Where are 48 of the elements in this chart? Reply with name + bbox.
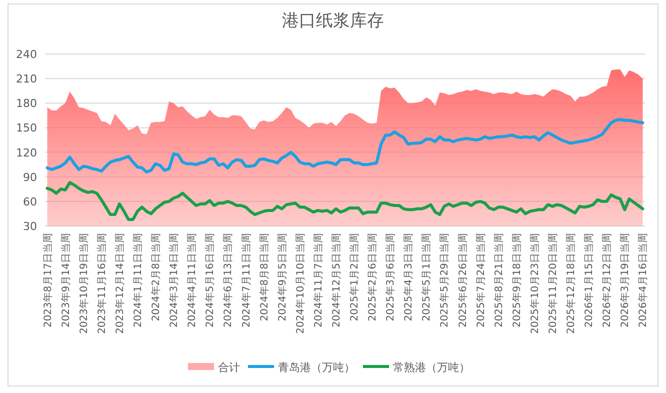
x-tick-label: 2025年5月29日当周: [438, 233, 451, 328]
x-tick-label: 2025年11月20日当周: [547, 233, 560, 334]
x-tick-label: 2025年4月3日当周: [402, 233, 415, 322]
y-tick-label: 180: [16, 97, 37, 110]
y-tick-label: 240: [16, 48, 37, 61]
legend-label: 常熟港（万吨）: [393, 361, 470, 374]
x-tick-label: 2024年2月8日当周: [150, 233, 162, 322]
x-tick-label: 2024年1月11日当周: [132, 233, 144, 328]
y-tick-label: 210: [16, 72, 37, 86]
y-tick-label: 90: [23, 170, 37, 184]
x-tick-label: 2024年12月5日当周: [330, 233, 342, 328]
x-tick-label: 2024年8月8日当周: [258, 233, 270, 322]
x-tick-label: 2024年10月10日当周: [294, 233, 306, 334]
chart-title: 港口纸浆库存: [282, 11, 384, 31]
line-series: [46, 118, 644, 174]
x-tick-label: 2023年8月17日当周: [42, 233, 54, 328]
legend-label: 青岛港（万吨）: [278, 361, 355, 374]
x-tick-label: 2024年5月16日当周: [204, 233, 216, 328]
y-tick-label: 60: [23, 195, 37, 208]
x-tick-label: 2024年9月5日当周: [276, 233, 288, 322]
x-tick-label: 2025年10月23日当周: [528, 233, 541, 334]
x-tick-label: 2025年5月1日当周: [420, 233, 433, 322]
x-tick-label: 2023年10月19日当周: [78, 233, 90, 334]
x-tick-label: 2023年9月14日当周: [60, 233, 72, 328]
x-tick-label: 2025年9月18日当周: [510, 233, 523, 328]
x-tick-label: 2024年4月11日当周: [186, 233, 198, 328]
y-tick-label: 150: [16, 122, 37, 135]
x-tick-label: 2025年8月21日当周: [492, 233, 505, 328]
y-tick-label: 30: [23, 220, 37, 233]
x-tick-label: 2026年4月16日当周: [637, 233, 650, 328]
x-tick-label: 2024年7月11日当周: [240, 233, 252, 328]
x-tick-label: 2024年3月14日当周: [168, 233, 180, 328]
x-tick-label: 2023年11月16日当周: [96, 233, 108, 334]
x-tick-label: 2023年12月14日当周: [114, 233, 126, 334]
x-tick-label: 2026年2月12日当周: [601, 233, 614, 328]
x-tick-label: 2025年2月6日当周: [366, 233, 379, 322]
y-tick-label: 120: [16, 146, 37, 160]
x-tick-label: 2025年6月26日当周: [456, 233, 469, 328]
legend-label: 合计: [218, 361, 240, 374]
line-series: [46, 181, 644, 221]
x-tick-label: 2025年12月18日当周: [565, 233, 578, 334]
x-tick-label: 2025年1月2日当周: [348, 233, 361, 322]
x-tick-label: 2024年6月13日当周: [222, 233, 234, 328]
x-tick-label: 2025年3月6日当周: [384, 233, 397, 322]
x-tick-label: 2026年3月19日当周: [619, 233, 632, 328]
x-tick-label: 2026年1月15日当周: [583, 233, 596, 328]
x-tick-label: 2024年11月7日当周: [312, 233, 324, 328]
x-tick-label: 2025年7月24日当周: [474, 233, 487, 328]
